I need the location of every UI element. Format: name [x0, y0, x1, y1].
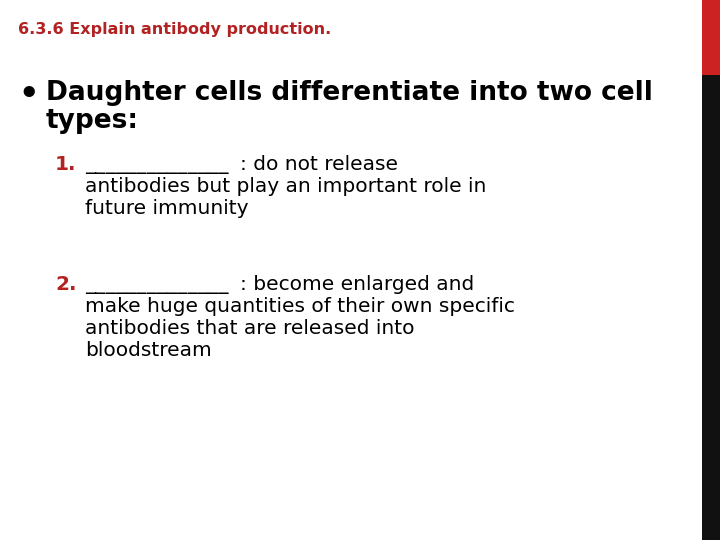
- Text: : do not release: : do not release: [240, 155, 398, 174]
- Bar: [702, 75, 720, 540]
- Bar: [702, 0, 720, 75]
- Text: antibodies but play an important role in: antibodies but play an important role in: [85, 177, 487, 196]
- Text: : become enlarged and: : become enlarged and: [240, 275, 474, 294]
- Text: 1.: 1.: [55, 155, 76, 174]
- Text: ______________: ______________: [85, 275, 228, 294]
- Text: Daughter cells differentiate into two cell: Daughter cells differentiate into two ce…: [46, 80, 653, 106]
- Text: types:: types:: [46, 108, 139, 134]
- Text: make huge quantities of their own specific: make huge quantities of their own specif…: [85, 297, 515, 316]
- Text: 6.3.6 Explain antibody production.: 6.3.6 Explain antibody production.: [18, 22, 331, 37]
- Text: antibodies that are released into: antibodies that are released into: [85, 319, 415, 338]
- Text: ______________: ______________: [85, 155, 228, 174]
- Text: 2.: 2.: [55, 275, 76, 294]
- Text: •: •: [18, 80, 38, 111]
- Text: future immunity: future immunity: [85, 199, 248, 218]
- Text: bloodstream: bloodstream: [85, 341, 212, 360]
